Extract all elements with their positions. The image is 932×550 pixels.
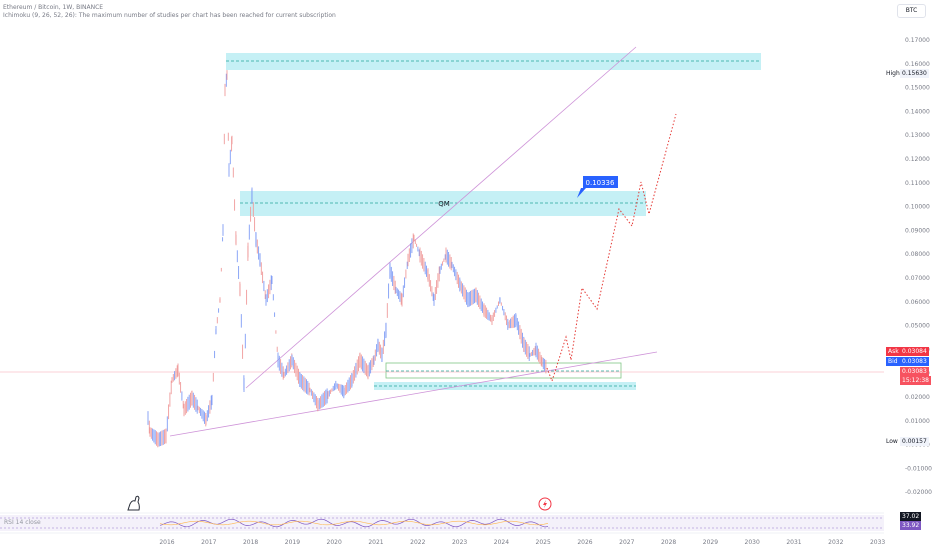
low-label: Low (886, 438, 898, 445)
rsi-value-a: 37.02 (900, 512, 922, 521)
upper-trendline[interactable] (245, 46, 637, 389)
price-tick-label: 0.01000 (905, 418, 930, 425)
rsi-band (0, 515, 884, 531)
symbol-title[interactable]: Ethereum / Bitcoin, 1W, BINANCE (3, 4, 104, 11)
time-tick-label: 2026 (577, 539, 592, 546)
time-tick-label: 2029 (703, 539, 718, 546)
time-tick-label: 2022 (410, 539, 425, 546)
price-tick-label: 0.14000 (905, 108, 930, 115)
lower-trendline[interactable] (169, 351, 658, 437)
time-tick-label: 2018 (243, 539, 258, 546)
price-tick-label: 0.08000 (905, 251, 930, 258)
price-tick-label: -0.01000 (905, 465, 932, 472)
bid-value: 0.03083 (900, 357, 929, 366)
price-axis[interactable]: 0.17000 0.16000 0.15000 0.14000 0.13000 0.120… (905, 37, 932, 496)
price-tick-label: 0.13000 (905, 132, 930, 139)
price-tick-label: 0.15000 (905, 85, 930, 92)
high-value: 0.15630 (900, 69, 929, 78)
price-tick-label: 0.16000 (905, 61, 930, 68)
rsi-ma-line (159, 520, 549, 526)
tradingview-logo-icon[interactable] (127, 495, 140, 511)
time-tick-label: 2024 (494, 539, 509, 546)
target-callout-text: 0.10336 (586, 179, 615, 187)
price-tick-label: 0.10000 (905, 204, 930, 211)
time-tick-label: 2019 (285, 539, 300, 546)
supply-zone-top (226, 53, 761, 70)
bar-countdown: 15:12:38 (900, 376, 931, 385)
time-tick-label: 2033 (870, 539, 885, 546)
indicator-status[interactable]: Ichimoku (9, 26, 52, 26): The maximum nu… (3, 12, 336, 19)
rsi-title[interactable]: RSI 14 close (4, 519, 41, 526)
rsi-value-b: 33.92 (900, 521, 922, 530)
price-tick-label: 0.11000 (905, 180, 930, 187)
price-tick-label: 0.07000 (905, 275, 930, 282)
ask-label: Ask (886, 347, 901, 356)
time-tick-label: 2016 (159, 539, 174, 546)
demand-box (385, 362, 622, 379)
currency-button[interactable]: BTC (897, 4, 926, 18)
qm-label: QM (438, 200, 450, 208)
price-tick-label: 0.05000 (905, 323, 930, 330)
time-tick-label: 2032 (828, 539, 843, 546)
time-tick-label: 2028 (661, 539, 676, 546)
candlestick-series (147, 70, 547, 448)
time-tick-label: 2023 (452, 539, 467, 546)
time-tick-label: 2030 (745, 539, 760, 546)
ask-value: 0.03084 (900, 347, 929, 356)
price-tick-label: 0.09000 (905, 227, 930, 234)
projection-path[interactable] (546, 113, 677, 383)
time-tick-label: 2027 (619, 539, 634, 546)
last-price-value: 0.03083 (900, 367, 929, 376)
time-tick-label: 2031 (786, 539, 801, 546)
low-value: 0.00157 (900, 437, 929, 446)
time-axis[interactable]: 2016 2017 2018 2019 2020 2021 2022 2023 2024 2025… (159, 539, 885, 546)
bid-label: Bid (886, 357, 900, 366)
price-tick-label: 0.12000 (905, 156, 930, 163)
time-tick-label: 2025 (536, 539, 551, 546)
price-tick-label: 0.17000 (905, 37, 930, 44)
time-tick-label: 2021 (368, 539, 383, 546)
high-label: High (886, 70, 900, 77)
target-callout-shape[interactable] (577, 176, 618, 198)
time-tick-label: 2017 (201, 539, 216, 546)
price-tick-label: 0.06000 (905, 299, 930, 306)
price-tick-label: 0.02000 (905, 394, 930, 401)
rsi-line (159, 518, 549, 528)
lightning-event-icon[interactable] (538, 497, 552, 511)
time-tick-label: 2020 (327, 539, 342, 546)
price-tick-label: -0.02000 (905, 489, 932, 496)
